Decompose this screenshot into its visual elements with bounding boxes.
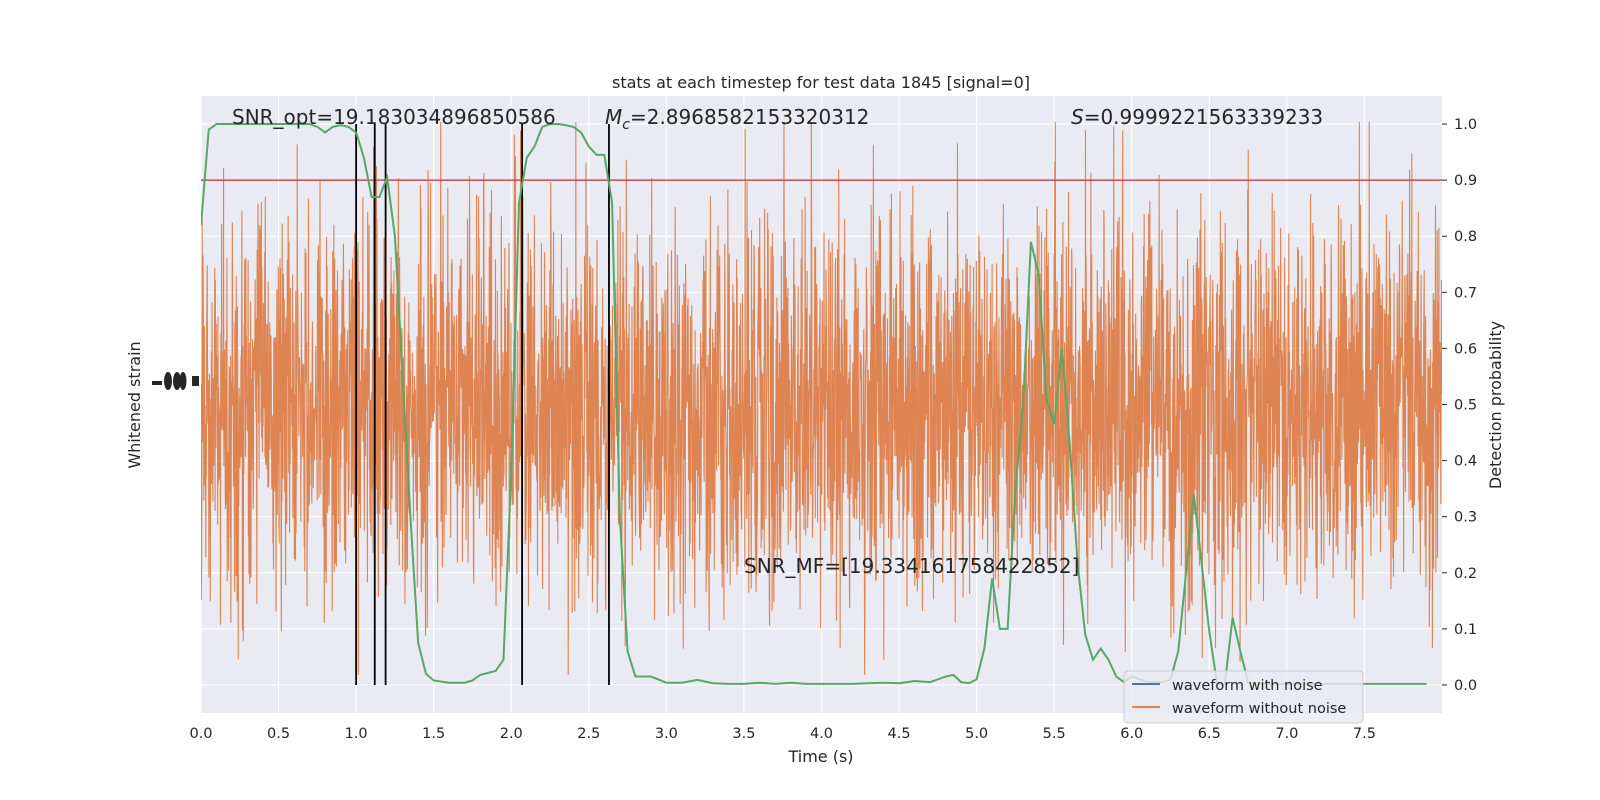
- y-tick-label: 0.8: [1454, 229, 1477, 245]
- y-tick-label: 0.9: [1454, 173, 1477, 189]
- y-tick-label: 0.1: [1454, 622, 1477, 638]
- legend: waveform with noise waveform without noi…: [1123, 670, 1364, 724]
- y-tick-label: 0.5: [1454, 398, 1477, 414]
- x-tick-label: 7.5: [1353, 726, 1376, 742]
- detection-probability-line: [201, 123, 1427, 685]
- x-tick-label: 6.0: [1120, 726, 1143, 742]
- right-y-axis-label: Detection probability: [1486, 321, 1505, 489]
- x-axis: 0.0 0.5 1.0 1.5 2.0 2.5 3.0 3.5 4.0 4.5 5.0 5.5 6.0 6…: [189, 726, 1376, 742]
- y-tick-label: 1.0: [1454, 117, 1477, 133]
- x-tick-label: 4.0: [810, 726, 833, 742]
- x-axis-label: Time (s): [787, 747, 853, 766]
- chirp-mass-annotation: Mc=2.8968582153320312: [605, 105, 869, 133]
- x-tick-label: 3.0: [655, 726, 678, 742]
- detection-probability-series: [201, 123, 1427, 685]
- x-tick-label: 0.5: [267, 726, 290, 742]
- legend-label-with-noise: waveform with noise: [1172, 678, 1323, 694]
- snr-mf-annotation: SNR_MF=[19.334161758422852]: [744, 554, 1079, 578]
- x-tick-label: 6.5: [1198, 726, 1221, 742]
- x-tick-label: 0.0: [189, 726, 212, 742]
- snr-opt-annotation: SNR_opt=19.183034896850586: [232, 105, 556, 129]
- y-tick-label: 0.0: [1454, 678, 1477, 694]
- x-tick-label: 2.0: [500, 726, 523, 742]
- x-tick-label: 5.5: [1043, 726, 1066, 742]
- legend-label-without-noise: waveform without noise: [1172, 701, 1346, 717]
- x-tick-label: 7.0: [1275, 726, 1298, 742]
- x-tick-label: 3.5: [732, 726, 755, 742]
- vertical-markers: [355, 124, 610, 685]
- y-tick-label: 0.4: [1454, 454, 1477, 470]
- x-tick-label: 5.0: [965, 726, 988, 742]
- x-tick-label: 1.5: [422, 726, 445, 742]
- left-y-axis-label: Whitened strain: [125, 341, 144, 468]
- waveform-without-noise-line: [201, 121, 1442, 676]
- x-tick-label: 2.5: [577, 726, 600, 742]
- y-tick-label: 0.6: [1454, 341, 1477, 357]
- left-axis-collapsed-ticks: [152, 372, 199, 390]
- y-tick-label: 0.3: [1454, 510, 1477, 526]
- x-tick-label: 1.0: [345, 726, 368, 742]
- right-y-axis: 0.0 0.1 0.2 0.3 0.4 0.5 0.6 0.7 0.8 0.9 1.0: [1442, 117, 1477, 694]
- y-tick-label: 0.7: [1454, 285, 1477, 301]
- x-tick-label: 4.5: [888, 726, 911, 742]
- y-tick-label: 0.2: [1454, 566, 1477, 582]
- chart-title: stats at each timestep for test data 184…: [612, 73, 1030, 92]
- waveform-series: [201, 121, 1442, 676]
- s-statistic-annotation: S=0.9999221563339233: [1071, 105, 1323, 129]
